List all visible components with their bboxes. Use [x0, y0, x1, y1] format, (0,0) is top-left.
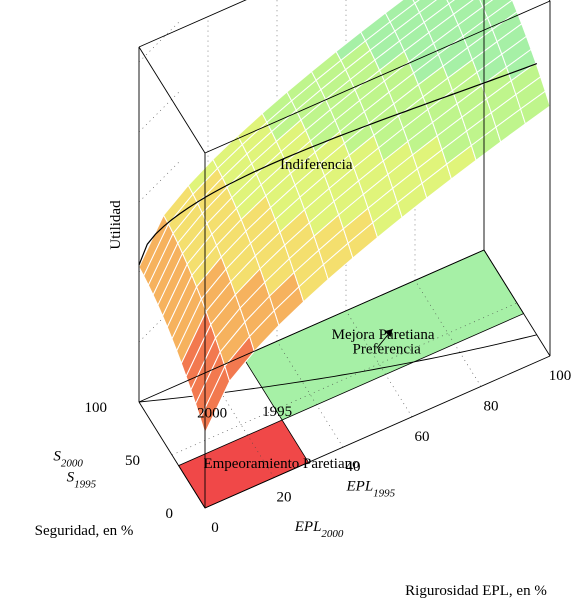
floor-gridline [276, 341, 344, 448]
preference-arrowhead [384, 329, 393, 338]
y-marker-label: S1995 [67, 470, 97, 491]
y-marker-label: S2000 [53, 448, 83, 469]
y-tick-label: 100 [85, 400, 108, 416]
box-edge [138, 0, 247, 48]
x-marker-label: EPL2000 [294, 519, 344, 540]
x-tick-label: 100 [549, 368, 572, 384]
box-edge [483, 249, 551, 357]
surface-patch [520, 90, 551, 125]
point-label: 2000 [197, 406, 227, 422]
region-label: Mejora Paretiana [332, 327, 435, 343]
box-edge [138, 401, 206, 509]
x-marker-label: EPL1995 [346, 478, 396, 499]
x-axis-label: Rigurosidad EPL, en % [405, 583, 547, 599]
floor-gridline [414, 280, 482, 387]
floor-gridline [345, 310, 413, 417]
region-label: Empeoramiento Paretiano [203, 456, 359, 472]
box-edge [138, 46, 206, 154]
x-tick-label: 80 [484, 398, 499, 414]
surface-indifference-curve [138, 63, 538, 266]
preference-label: Preferencia [353, 342, 422, 358]
x-tick-label: 40 [346, 459, 361, 475]
box-edge [138, 249, 485, 403]
utility-surface [138, 0, 551, 435]
z-axis-label: Utilidad [108, 200, 124, 250]
floor-gridline [207, 371, 275, 478]
indifference-label: Indiferencia [280, 157, 353, 173]
x-tick-label: 60 [415, 429, 430, 445]
z-gridline [138, 91, 180, 133]
y-tick-label: 50 [125, 453, 140, 469]
y-axis-label: Seguridad, en % [35, 523, 134, 539]
y-tick-label: 0 [166, 506, 174, 522]
x-tick-label: 20 [277, 490, 292, 506]
z-gridline [138, 161, 180, 203]
point-label: 1995 [262, 404, 292, 420]
x-tick-label: 0 [211, 520, 219, 536]
box-frame [138, 0, 551, 509]
box-edge [204, 0, 551, 154]
box-edge [204, 355, 551, 509]
